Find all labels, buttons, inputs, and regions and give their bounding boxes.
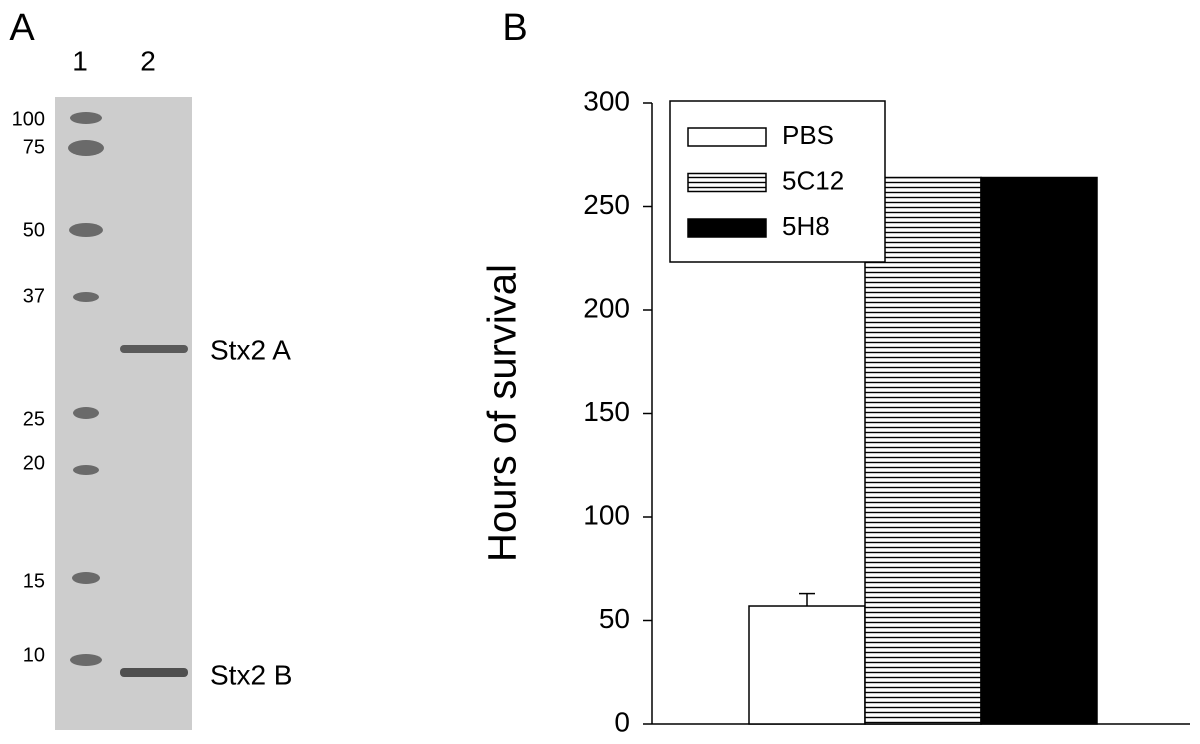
gel [55, 97, 192, 730]
lane-label: 1 [72, 45, 88, 76]
bar [864, 176, 982, 725]
marker-label: 15 [23, 570, 45, 592]
marker-label: 37 [23, 285, 45, 307]
y-tick-label: 0 [614, 706, 630, 737]
legend-label: 5H8 [782, 211, 830, 241]
band-label: Stx2 B [210, 659, 292, 690]
y-tick-label: 200 [583, 292, 630, 323]
bar [980, 176, 1098, 725]
sample-band [120, 668, 188, 677]
y-tick-label: 300 [583, 85, 630, 116]
sample-band [120, 345, 188, 353]
marker-label: 75 [23, 136, 45, 158]
y-tick-label: 150 [583, 396, 630, 427]
panel-label: B [502, 7, 527, 49]
y-tick-label: 250 [583, 189, 630, 220]
lane-label: 2 [140, 45, 156, 76]
band-label: Stx2 A [210, 334, 291, 365]
legend-label: PBS [782, 120, 834, 150]
plot: 0 50 100 150 200 250 300 PBS 5C12 5H8 [583, 85, 1190, 737]
y-tick-label: 50 [599, 603, 630, 634]
marker-label: 10 [23, 644, 45, 666]
marker-label: 20 [23, 452, 45, 474]
marker-label: 50 [23, 219, 45, 241]
panel-label: A [9, 7, 35, 49]
marker-bands [68, 112, 104, 666]
legend-label: 5C12 [782, 165, 844, 195]
legend-swatch [687, 218, 767, 238]
legend-swatch [687, 172, 767, 193]
y-axis-label: Hours of survival [481, 264, 525, 562]
legend-swatch [687, 127, 767, 147]
bar [748, 605, 866, 725]
marker-label: 25 [23, 408, 45, 430]
marker-label: 100 [12, 108, 45, 130]
y-tick-label: 100 [583, 499, 630, 530]
marker-labels: 100 75 50 37 25 20 15 10 [12, 108, 45, 666]
